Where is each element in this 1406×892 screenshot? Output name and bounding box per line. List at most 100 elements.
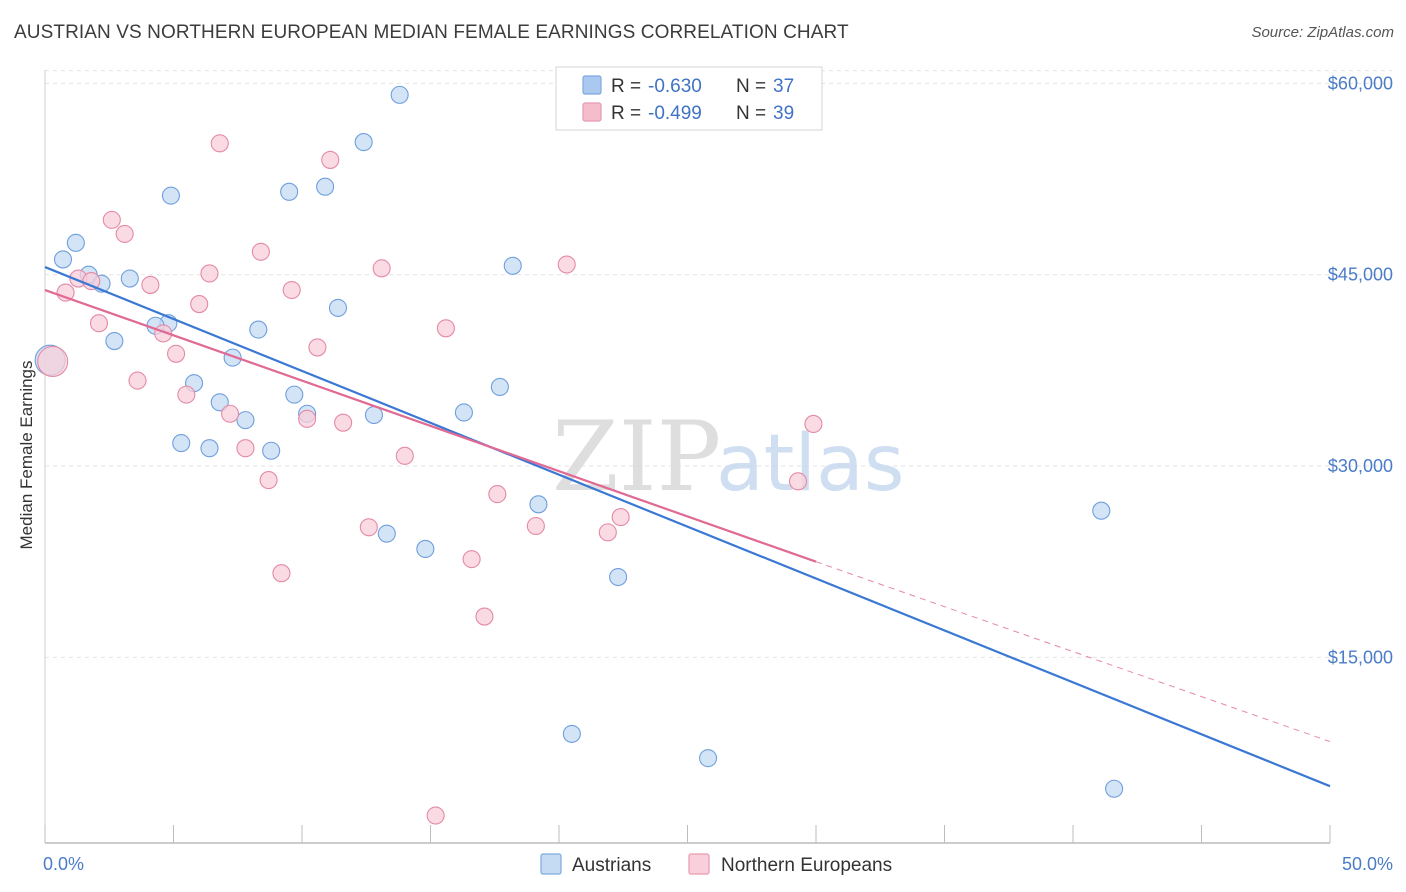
point-1-38 xyxy=(804,414,823,434)
point-1-27 xyxy=(395,446,414,465)
northern-europeans-r-label: R = xyxy=(611,103,641,124)
point-1-37 xyxy=(788,472,808,491)
point-1-31 xyxy=(475,607,494,626)
point-1-17 xyxy=(251,242,270,261)
point-1-35 xyxy=(598,523,617,542)
point-1-0 xyxy=(37,345,69,378)
series-1-points xyxy=(37,134,823,825)
stats-legend-row-northern-europeans: R = -0.499 N = 39 xyxy=(582,102,794,124)
point-1-19 xyxy=(272,564,291,583)
y-axis-label: Median Female Earnings xyxy=(17,361,36,550)
point-1-30 xyxy=(462,550,481,569)
point-0-32 xyxy=(562,724,581,743)
point-0-9 xyxy=(161,186,180,205)
point-0-35 xyxy=(1092,501,1111,520)
point-1-5 xyxy=(102,210,121,229)
trend-line-1 xyxy=(44,288,817,563)
point-1-28 xyxy=(426,806,445,825)
point-0-24 xyxy=(354,133,373,152)
point-1-4 xyxy=(89,314,109,333)
y-tick-label-3: $60,000 xyxy=(1328,73,1393,93)
point-1-21 xyxy=(298,409,317,428)
trend-lines xyxy=(44,266,1331,788)
point-0-5 xyxy=(105,332,124,351)
austrians-n-value: 37 xyxy=(773,76,794,97)
y-axis-tick-labels: $15,000 $30,000 $45,000 $60,000 xyxy=(1328,73,1393,667)
point-1-7 xyxy=(128,371,147,390)
y-tick-label-2: $45,000 xyxy=(1328,265,1393,285)
point-0-12 xyxy=(200,439,219,458)
source-label: Source: ZipAtlas.com xyxy=(1251,24,1394,41)
point-0-17 xyxy=(262,441,281,460)
point-0-1 xyxy=(53,250,73,269)
point-1-18 xyxy=(259,471,278,490)
trend-line-0 xyxy=(44,266,1331,788)
austrians-r-value: -0.630 xyxy=(648,76,702,97)
y-tick-label-1: $30,000 xyxy=(1328,456,1393,476)
trend-line-extension-1 xyxy=(815,561,1331,743)
point-1-24 xyxy=(334,413,353,432)
watermark-zip: ZIP xyxy=(552,401,721,513)
point-1-6 xyxy=(115,224,134,243)
series-legend: Austrians Northern Europeans xyxy=(540,853,892,876)
series-legend-austrians-label: Austrians xyxy=(572,855,651,876)
watermark: ZIP atlas xyxy=(552,401,905,513)
x-tick-label-end: 50.0% xyxy=(1342,854,1393,874)
point-0-14 xyxy=(223,348,242,367)
point-1-33 xyxy=(526,516,545,536)
point-1-36 xyxy=(611,508,630,527)
series-legend-northern-europeans[interactable]: Northern Europeans xyxy=(688,853,892,876)
point-1-11 xyxy=(177,385,196,404)
northern-europeans-n-value: 39 xyxy=(773,103,794,124)
series-legend-northern-europeans-label: Northern Europeans xyxy=(721,855,892,876)
point-1-25 xyxy=(359,518,378,537)
point-0-13 xyxy=(210,393,229,412)
point-1-15 xyxy=(220,404,240,423)
point-1-32 xyxy=(488,485,507,504)
point-0-26 xyxy=(390,85,409,104)
stats-legend-row-austrians: R = -0.630 N = 37 xyxy=(582,75,794,97)
point-1-3 xyxy=(82,272,101,291)
point-0-22 xyxy=(328,298,348,317)
point-1-16 xyxy=(236,439,255,458)
point-0-19 xyxy=(285,385,304,404)
northern-europeans-n-label: N = xyxy=(736,103,766,124)
series-legend-austrians[interactable]: Austrians xyxy=(540,853,651,876)
austrians-swatch xyxy=(582,75,602,95)
watermark-atlas: atlas xyxy=(716,419,905,509)
data-points xyxy=(34,85,1124,825)
point-0-6 xyxy=(120,269,139,288)
series-legend-northern-europeans-swatch xyxy=(688,853,710,875)
point-0-34 xyxy=(699,749,718,768)
northern-europeans-r-value: -0.499 xyxy=(648,103,702,124)
point-1-13 xyxy=(200,264,219,283)
northern-europeans-swatch xyxy=(582,102,602,122)
point-0-25 xyxy=(377,524,396,543)
point-1-12 xyxy=(190,295,209,314)
austrians-n-label: N = xyxy=(736,76,766,97)
point-1-26 xyxy=(372,259,391,278)
austrians-r-label: R = xyxy=(611,76,641,97)
point-0-15 xyxy=(236,411,255,430)
gridlines xyxy=(45,70,1392,658)
chart-title: AUSTRIAN VS NORTHERN EUROPEAN MEDIAN FEM… xyxy=(14,22,849,43)
point-1-8 xyxy=(141,275,160,294)
point-0-33 xyxy=(609,567,628,587)
y-tick-label-0: $15,000 xyxy=(1328,647,1393,667)
stats-legend: R = -0.630 N = 37 R = -0.499 N = 39 xyxy=(555,66,823,131)
series-legend-austrians-swatch xyxy=(540,853,562,875)
point-0-27 xyxy=(416,539,435,559)
point-1-23 xyxy=(321,150,340,169)
point-1-34 xyxy=(557,255,576,274)
point-0-30 xyxy=(503,256,522,275)
point-0-36 xyxy=(1105,779,1124,798)
x-tick-label-start: 0.0% xyxy=(43,854,84,874)
point-0-21 xyxy=(316,177,335,196)
point-0-2 xyxy=(66,233,85,252)
point-0-28 xyxy=(454,403,473,422)
point-1-20 xyxy=(282,280,301,300)
x-axis-ticks: 0.0% 50.0% xyxy=(43,825,1393,874)
point-0-10 xyxy=(172,434,191,453)
point-0-18 xyxy=(280,182,299,201)
